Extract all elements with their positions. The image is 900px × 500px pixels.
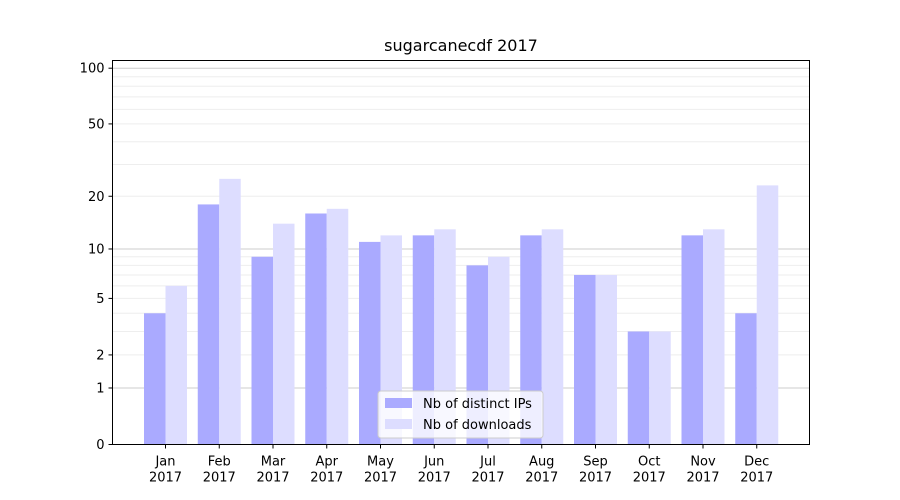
bar-downloads-mar <box>273 223 295 445</box>
x-tick-label-year: 2017 <box>203 471 236 486</box>
x-tick-label-year: 2017 <box>149 471 182 486</box>
chart-title: sugarcanecdf 2017 <box>384 36 538 55</box>
x-tick-label-month: Oct <box>638 455 660 470</box>
x-axis: Jan2017Feb2017Mar2017Apr2017May2017Jun20… <box>149 444 773 486</box>
y-tick-label: 50 <box>88 117 105 132</box>
bar-downloads-apr <box>326 208 349 445</box>
x-tick-label-year: 2017 <box>740 471 773 486</box>
x-tick-label-year: 2017 <box>418 471 451 486</box>
bar-distinct-ips-oct <box>627 331 650 445</box>
bar-downloads-aug <box>541 229 564 445</box>
x-tick-label-month: Jan <box>154 455 175 470</box>
y-tick-label: 20 <box>88 190 105 205</box>
y-axis: 0 1 2 5 10 20 50 100 <box>80 62 113 453</box>
legend-box <box>377 390 544 439</box>
bar-downloads-jan <box>165 285 187 445</box>
x-tick-label-month: Apr <box>316 455 339 470</box>
x-tick-label-year: 2017 <box>579 471 612 486</box>
bar-downloads-oct <box>649 331 671 445</box>
y-tick-label: 0 <box>96 438 104 453</box>
x-tick-label-year: 2017 <box>256 471 289 486</box>
x-tick-label-month: Jul <box>479 455 496 470</box>
x-tick-label-month: Feb <box>208 455 231 470</box>
legend-swatch-distinct-ips <box>385 398 412 408</box>
x-tick-label-year: 2017 <box>633 471 666 486</box>
bar-distinct-ips-apr <box>305 213 327 445</box>
plot-frame <box>112 60 810 445</box>
bar-distinct-ips-dec <box>735 313 757 445</box>
bars <box>144 178 779 445</box>
x-tick-label-month: Aug <box>529 455 554 470</box>
x-tick-label-month: Sep <box>583 455 608 470</box>
x-tick-label-year: 2017 <box>525 471 558 486</box>
y-tick-label: 1 <box>96 381 104 396</box>
x-tick-label-year: 2017 <box>471 471 504 486</box>
bar-downloads-sep <box>595 274 617 445</box>
legend-label-distinct-ips: Nb of distinct IPs <box>423 397 532 412</box>
y-tick-label: 100 <box>80 62 105 77</box>
x-tick-label-month: May <box>367 455 394 470</box>
legend: Nb of distinct IPs Nb of downloads <box>377 390 544 439</box>
bar-distinct-ips-nov <box>681 235 703 445</box>
x-tick-label-month: Jun <box>423 455 444 470</box>
x-tick-label-month: Dec <box>744 455 769 470</box>
legend-swatch-downloads <box>385 419 412 429</box>
x-tick-label-month: Nov <box>690 455 716 470</box>
bar-distinct-ips-mar <box>251 256 273 445</box>
x-tick-label-year: 2017 <box>310 471 343 486</box>
bar-downloads-feb <box>219 178 241 445</box>
bar-downloads-dec <box>756 185 779 445</box>
bar-distinct-ips-sep <box>574 274 596 445</box>
y-tick-label: 10 <box>88 242 105 257</box>
bar-distinct-ips-jan <box>144 313 166 445</box>
bar-distinct-ips-may <box>359 241 381 445</box>
bar-distinct-ips-feb <box>197 204 220 445</box>
bar-downloads-nov <box>703 229 725 445</box>
x-tick-label-year: 2017 <box>364 471 397 486</box>
x-tick-label-month: Mar <box>261 455 286 470</box>
legend-label-downloads: Nb of downloads <box>423 418 532 433</box>
x-tick-label-year: 2017 <box>686 471 719 486</box>
y-tick-label: 2 <box>96 348 104 363</box>
y-tick-label: 5 <box>96 292 104 307</box>
